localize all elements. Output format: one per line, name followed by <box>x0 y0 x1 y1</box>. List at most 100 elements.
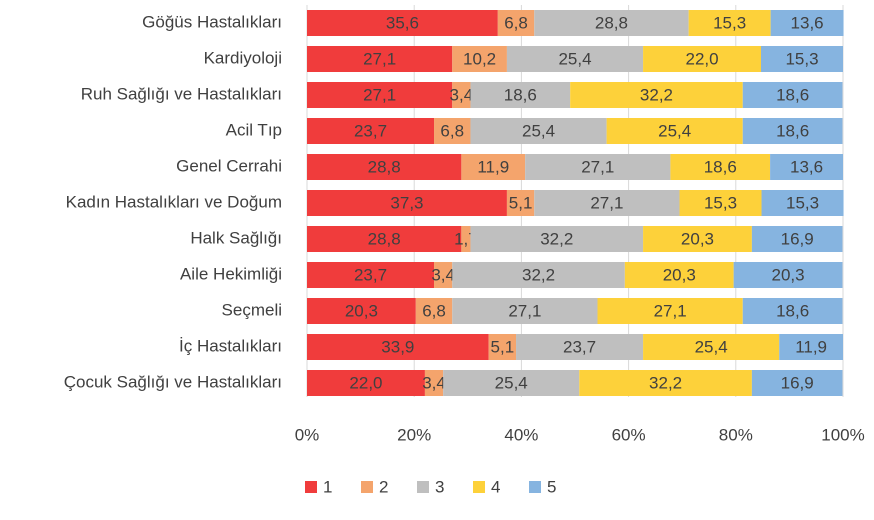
y-tick-label: Acil Tıp <box>226 120 282 139</box>
data-label: 25,4 <box>495 373 528 392</box>
legend-swatch <box>305 481 317 493</box>
data-label: 10,2 <box>463 49 496 68</box>
data-label: 23,7 <box>563 337 596 356</box>
bar-segment <box>742 82 843 108</box>
bar-segment <box>415 298 453 324</box>
data-label: 32,2 <box>522 265 555 284</box>
y-tick-label: Aile Hekimliği <box>180 264 282 283</box>
data-label: 25,4 <box>695 337 728 356</box>
bar-segment <box>670 154 771 180</box>
bar-segment <box>461 226 471 252</box>
data-label: 20,3 <box>663 265 696 284</box>
bar-segment <box>751 226 843 252</box>
x-tick-label: 0% <box>295 425 320 444</box>
x-tick-label: 100% <box>821 425 864 444</box>
bar-segment <box>570 82 743 108</box>
bar-segment <box>461 154 526 180</box>
data-label: 16,9 <box>781 229 814 248</box>
y-tick-label: Çocuk Sağlığı ve Hastalıkları <box>64 372 282 391</box>
y-tick-label: Seçmeli <box>222 300 282 319</box>
x-tick-label: 40% <box>504 425 538 444</box>
bar-segment <box>643 226 752 252</box>
data-label: 32,2 <box>640 85 673 104</box>
bar-segment <box>597 298 743 324</box>
bar-segment <box>534 190 680 216</box>
bar-segment <box>779 334 843 360</box>
legend-swatch <box>473 481 485 493</box>
bar-segment <box>679 190 762 216</box>
data-label: 11,9 <box>795 337 827 356</box>
bar-segment <box>434 118 471 144</box>
data-label: 20,3 <box>772 265 805 284</box>
data-label: 18,6 <box>776 301 809 320</box>
bar-segment <box>579 370 752 396</box>
bar-segment <box>760 46 843 72</box>
legend-label: 2 <box>379 477 388 496</box>
bar-segment <box>751 370 843 396</box>
data-label: 27,1 <box>590 193 623 212</box>
data-label: 3,4 <box>422 373 446 392</box>
data-label: 5,1 <box>491 337 515 356</box>
data-label: 6,8 <box>422 301 446 320</box>
bar-segment <box>742 298 843 324</box>
y-tick-label: Genel Cerrahi <box>176 156 282 175</box>
data-label: 18,6 <box>504 85 537 104</box>
data-label: 27,1 <box>654 301 687 320</box>
bar-segment <box>525 154 671 180</box>
bar-segment <box>770 154 843 180</box>
bar-segment <box>307 370 425 396</box>
data-label: 32,2 <box>540 229 573 248</box>
bar-segment <box>742 118 843 144</box>
y-tick-label: Kardiyoloji <box>204 48 282 67</box>
legend-swatch <box>417 481 429 493</box>
legend-label: 4 <box>491 477 500 496</box>
data-label: 37,3 <box>390 193 423 212</box>
data-label: 5,1 <box>509 193 533 212</box>
bar-segment <box>470 226 644 252</box>
data-label: 28,8 <box>368 157 401 176</box>
bar-segment <box>434 262 453 288</box>
y-tick-label: Halk Sağlığı <box>190 228 282 247</box>
data-label: 13,6 <box>790 157 823 176</box>
data-label: 27,1 <box>363 85 396 104</box>
data-label: 6,8 <box>504 13 528 32</box>
bar-segment <box>307 154 462 180</box>
bar-segment <box>506 190 535 216</box>
data-label: 23,7 <box>354 265 387 284</box>
data-label: 20,3 <box>681 229 714 248</box>
bar-segment <box>506 46 644 72</box>
bar-segment <box>307 190 507 216</box>
legend-label: 5 <box>547 477 556 496</box>
bar-segment <box>452 298 598 324</box>
y-tick-label: Ruh Sağlığı ve Hastalıkları <box>81 84 282 103</box>
data-label: 18,6 <box>776 85 809 104</box>
data-label: 32,2 <box>649 373 682 392</box>
bar-segment <box>516 334 644 360</box>
y-tick-label: İç Hastalıkları <box>179 336 282 355</box>
data-label: 28,8 <box>368 229 401 248</box>
legend-swatch <box>529 481 541 493</box>
data-label: 20,3 <box>345 301 378 320</box>
data-label: 22,0 <box>685 49 718 68</box>
data-label: 15,3 <box>704 193 737 212</box>
data-label: 22,0 <box>349 373 382 392</box>
data-label: 6,8 <box>440 121 464 140</box>
bar-segment <box>452 46 507 72</box>
data-label: 3,4 <box>450 85 474 104</box>
x-tick-label: 20% <box>397 425 431 444</box>
legend-label: 1 <box>323 477 332 496</box>
bar-segment <box>770 10 844 36</box>
data-label: 23,7 <box>354 121 387 140</box>
bar-segment <box>497 10 535 36</box>
bar-segment <box>643 334 780 360</box>
data-label: 35,6 <box>386 13 419 32</box>
bar-segment <box>307 298 416 324</box>
data-label: 27,1 <box>581 157 614 176</box>
bar-segment <box>606 118 743 144</box>
bar-segment <box>452 82 471 108</box>
bar-segment <box>452 262 625 288</box>
bar-segment <box>470 82 571 108</box>
bar-segment <box>733 262 843 288</box>
data-label: 18,6 <box>704 157 737 176</box>
